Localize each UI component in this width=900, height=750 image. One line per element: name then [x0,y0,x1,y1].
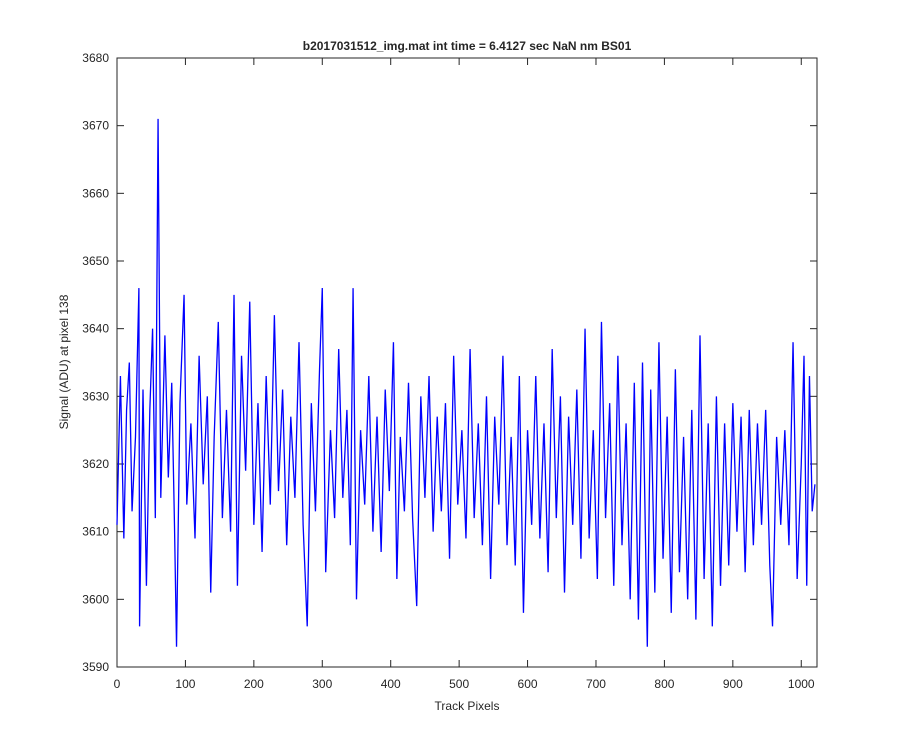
chart-title: b2017031512_img.mat int time = 6.4127 se… [303,39,632,53]
x-tick-label: 600 [518,677,538,691]
y-tick-label: 3630 [82,389,109,403]
y-tick-label: 3640 [82,322,109,336]
y-tick-label: 3610 [82,525,109,539]
x-tick-label: 300 [312,677,332,691]
x-tick-label: 1000 [788,677,815,691]
x-tick-label: 200 [244,677,264,691]
x-tick-label: 800 [654,677,674,691]
x-tick-label: 900 [723,677,743,691]
signal-line [116,118,816,647]
y-tick-label: 3660 [82,186,109,200]
y-tick-label: 3650 [82,254,109,268]
plot-box [116,57,818,668]
y-tick-label: 3600 [82,592,109,606]
x-tick-label: 500 [449,677,469,691]
x-tick-label: 100 [175,677,195,691]
x-axis-label: Track Pixels [435,699,500,713]
x-tick-label: 700 [586,677,606,691]
x-tick-label: 0 [114,677,121,691]
y-tick-label: 3620 [82,457,109,471]
y-tick-label: 3680 [82,51,109,65]
y-axis-label: Signal (ADU) at pixel 138 [57,294,71,429]
y-tick-label: 3670 [82,119,109,133]
x-tick-label: 400 [381,677,401,691]
y-tick-label: 3590 [82,660,109,674]
